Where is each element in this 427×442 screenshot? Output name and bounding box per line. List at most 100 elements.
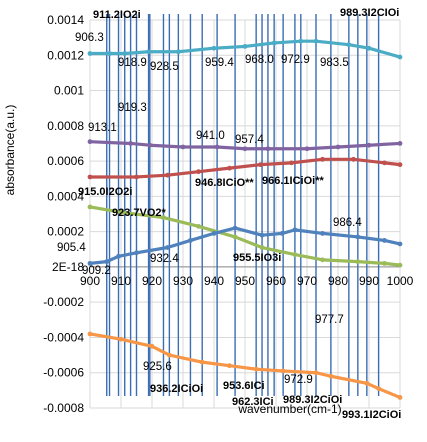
data-point [376,386,382,391]
annotation-label: 923.7VO2* [112,207,167,219]
data-point [165,172,170,178]
annotation-label: 941.0 [196,130,225,142]
annotation-label: 986.4 [333,217,362,229]
annotation-label: 918.9 [118,57,147,69]
x-tick-label: 960 [266,274,286,288]
y-tick-label: -0.0008 [43,401,84,415]
y-tick-label: 0.0012 [47,48,84,62]
x-tick-label: 930 [173,274,193,288]
annotation-label: 989.3I2CIOi [340,7,399,19]
data-point [214,144,220,150]
y-tick-labels: -0.0008 -0.0006 -0.0004 -0.0002 2E-18 0.0002 0… [43,13,84,415]
data-point [147,142,153,148]
data-point [232,225,238,231]
annotation-label: 906.3 [75,32,104,44]
annotation-label: 913.1 [88,122,117,134]
x-tick-label: 980 [328,274,348,288]
data-point [351,156,356,162]
data-point [304,146,310,152]
data-point [104,259,110,265]
annotation-label: 955.5IO3i [233,252,281,264]
x-tick-label: 990 [359,274,379,288]
data-point [397,141,403,146]
data-point [211,45,217,51]
data-point [122,51,128,56]
data-point [227,363,232,369]
annotation-label: 911.2IO2i [93,9,141,21]
data-point [253,366,259,372]
y-tick-label: 2E-18 [52,260,84,274]
data-point [87,260,93,266]
annotation-labels: 906.3 911.2IO2i 918.9 928.5 959.4 968.0 972.9 9… [57,7,401,421]
annotation-label: 962.3ICi [232,396,274,408]
annotation-label: 972.9 [281,54,310,66]
data-point [366,45,372,51]
annotation-lines [106,14,380,396]
data-point [227,165,232,171]
data-point [355,259,361,265]
data-point [292,227,298,233]
data-point [298,38,304,44]
data-point [118,209,124,215]
annotation-label: 972.9 [284,374,313,386]
data-point [364,380,370,386]
data-point [279,231,285,236]
data-point [397,54,403,60]
annotation-label: 925.6 [143,361,172,373]
y-tick-label: -0.0002 [43,295,84,309]
x-axis-label: wavenumber(cm-1) [237,402,341,416]
series-group [87,38,403,400]
data-point [149,343,155,349]
annotation-label: 932.4 [150,253,179,265]
data-point [87,204,93,210]
data-point [259,232,265,238]
data-point [146,49,151,55]
annotation-label: 936.2ICiOi [150,383,203,395]
y-tick-label: 0.0008 [47,119,84,133]
data-point [116,253,121,259]
data-point [271,40,277,46]
y-tick-label: -0.0004 [43,330,84,344]
data-point [382,238,387,243]
data-point [397,241,403,247]
y-tick-label: 0.0006 [47,154,84,168]
data-point [196,223,201,229]
y-tick-label: 0.0002 [47,225,84,239]
data-point [397,395,403,400]
data-point [87,139,93,145]
x-tick-label: 920 [142,274,162,288]
data-point [366,142,372,148]
data-point [199,359,205,365]
data-point [382,260,387,266]
data-point [161,215,166,220]
y-tick-label: 0.001 [54,84,84,98]
annotation-label: 966.1ICiOi** [262,175,324,187]
data-point [259,245,265,250]
data-point [188,238,193,243]
data-point [242,146,248,152]
data-point [128,141,134,146]
data-point [166,352,172,358]
data-point [292,252,298,257]
y-tick-label: 0.0004 [47,189,84,203]
data-point [232,234,238,240]
data-point [313,38,319,44]
data-point [397,162,403,168]
y-tick-label: 0.0014 [47,13,84,27]
data-point [320,231,325,236]
data-point [258,162,263,168]
data-point [313,370,319,376]
x-tick-label: 900 [80,274,100,288]
annotation-label: 919.3 [118,102,147,114]
data-point [397,262,403,268]
x-tick-label: 910 [111,274,131,288]
data-point [242,44,248,49]
data-point [87,174,93,180]
data-point [134,250,139,256]
data-point [87,51,93,56]
data-point [289,160,294,166]
annotation-label: 946.8ICiO** [195,177,254,189]
annotation-label: 905.4 [57,242,86,254]
x-tick-label: 950 [235,274,255,288]
